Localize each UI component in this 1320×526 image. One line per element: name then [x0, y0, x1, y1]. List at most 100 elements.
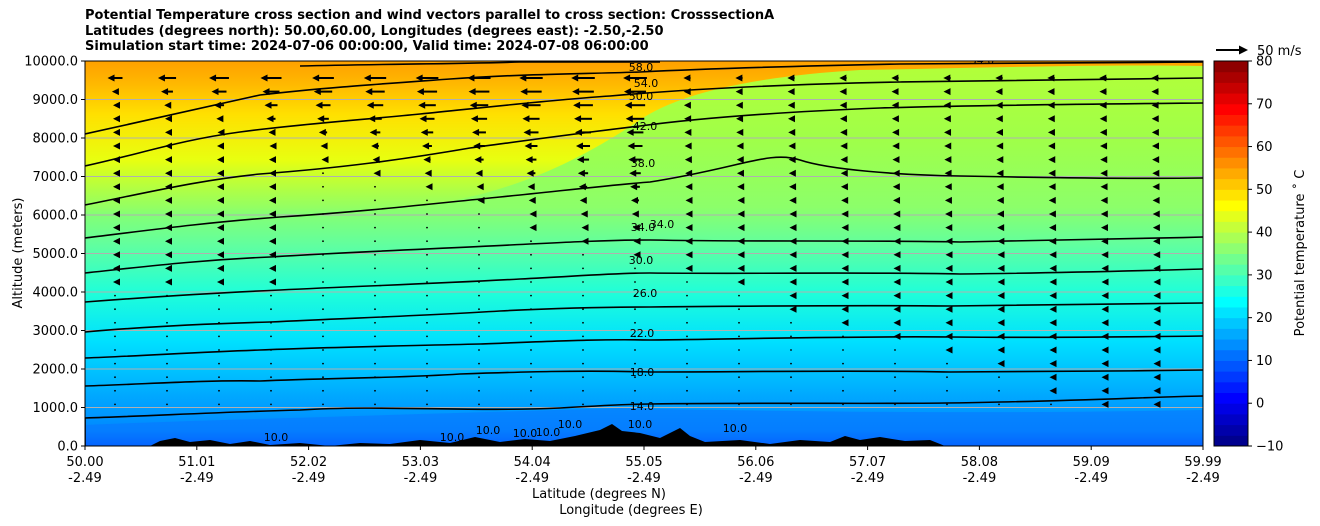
wind-vector-head — [841, 237, 849, 245]
isentrope-line — [85, 268, 1203, 303]
wind-vector-head — [581, 224, 589, 232]
wind-vector-dot — [790, 335, 792, 338]
wind-vector-dot — [894, 349, 896, 351]
wind-vector-head — [944, 128, 952, 136]
wind-vector-head — [788, 142, 796, 150]
wind-vector-head — [313, 88, 321, 96]
wind-vector-dot — [478, 362, 480, 365]
wind-vector-head — [216, 115, 224, 123]
wind-vector-dot — [790, 321, 792, 324]
wind-vector-head — [366, 101, 374, 109]
wind-vector-head — [577, 169, 585, 177]
colorbar-band — [1214, 306, 1248, 319]
wind-vector-dot — [1050, 403, 1052, 406]
contour-label: 10.0 — [513, 427, 538, 440]
wind-vector-head — [321, 156, 329, 164]
wind-vector-dot — [530, 335, 532, 338]
wind-vector-head — [945, 237, 953, 245]
wind-vector-head — [579, 196, 587, 204]
wind-vector-head — [113, 183, 120, 191]
wind-vector-dot — [686, 335, 688, 338]
wind-vector-dot — [582, 321, 584, 324]
wind-vector-dot — [946, 376, 948, 379]
wind-vector-dot — [582, 335, 584, 338]
wind-vector-dot — [426, 240, 428, 243]
wind-vector-dot — [270, 376, 272, 379]
wind-vector-head — [735, 101, 743, 109]
wind-vector-head — [373, 169, 381, 177]
wind-vector-dot — [842, 376, 844, 379]
wind-vector-dot — [686, 321, 688, 324]
wind-vector-dot — [790, 362, 792, 365]
wind-vector-dot — [842, 349, 844, 351]
wind-vector-dot — [114, 376, 116, 379]
wind-vector-head — [1047, 115, 1055, 123]
wind-vector-dot — [166, 321, 168, 324]
wind-vector-head — [943, 101, 951, 109]
wind-vector-head — [107, 74, 115, 82]
wind-vector-dot — [634, 281, 636, 283]
wind-vector-dot — [114, 389, 116, 392]
wind-vector-dot — [322, 403, 324, 406]
wind-vector-head — [630, 183, 638, 191]
contour-labels: 58.054.050.042.038.034.034.030.026.022.0… — [264, 61, 995, 444]
wind-vector-head — [633, 237, 641, 245]
wind-vector-dot — [478, 321, 480, 324]
x-tick-label-latitude: 58.08 — [961, 455, 998, 470]
wind-vector-head — [165, 196, 172, 204]
wind-vector-head — [420, 128, 428, 136]
wind-vector-dot — [114, 308, 116, 311]
terrain — [150, 424, 945, 446]
wind-vector-dot — [322, 294, 324, 297]
wind-vector-dot — [946, 362, 948, 365]
wind-vector-head — [892, 169, 900, 177]
wind-vector-head — [1151, 128, 1159, 136]
wind-vector-head — [165, 183, 172, 191]
wind-vector-head — [269, 224, 276, 232]
wind-vector-head — [633, 251, 641, 259]
isentrope-line — [85, 369, 1203, 387]
wind-vector-dot — [426, 199, 428, 202]
wind-vector-dot — [478, 335, 480, 338]
wind-vector-dot — [166, 403, 168, 406]
isentrope-line — [85, 77, 1203, 167]
wind-vector-head — [997, 332, 1005, 340]
wind-vector-head — [1153, 346, 1161, 354]
wind-vector-head — [789, 264, 797, 272]
wind-vector-head — [113, 237, 120, 245]
wind-vector-head — [997, 319, 1005, 327]
contour-label: 10.0 — [440, 431, 465, 444]
wind-key-label: 50 m/s — [1257, 44, 1302, 59]
wind-vector-dot — [634, 362, 636, 365]
wind-vector-dot — [946, 403, 948, 406]
wind-vector-head — [1153, 278, 1161, 286]
wind-vector-dot — [686, 281, 688, 283]
wind-vector-head — [213, 101, 221, 109]
wind-vector-head — [789, 183, 797, 191]
wind-vector-dot — [842, 403, 844, 406]
wind-vector-dot — [894, 403, 896, 406]
wind-vector-head — [1101, 373, 1109, 381]
wind-vector-head — [840, 169, 848, 177]
colorbar-tick-label: 70 — [1256, 97, 1273, 112]
wind-vector-head — [217, 237, 224, 245]
colorbar-band — [1214, 61, 1248, 73]
wind-vector-head — [944, 169, 952, 177]
colorbar-tick-label: −10 — [1256, 440, 1283, 455]
wind-vector-head — [520, 88, 528, 96]
wind-vector-head — [1153, 400, 1161, 408]
wind-vector-head — [943, 88, 951, 96]
wind-vector-head — [317, 115, 325, 123]
colorbar-band — [1214, 296, 1248, 308]
wind-vector-dot — [374, 213, 376, 215]
colorbar-band — [1214, 232, 1248, 244]
colorbar-band — [1214, 371, 1248, 383]
wind-vector-head — [469, 101, 477, 109]
wind-vector-head — [839, 74, 847, 82]
wind-vector-dot — [478, 349, 480, 351]
wind-vector-dot — [790, 376, 792, 379]
wind-vector-dot — [530, 321, 532, 324]
wind-vector-head — [623, 88, 631, 96]
wind-vector-head — [789, 224, 797, 232]
